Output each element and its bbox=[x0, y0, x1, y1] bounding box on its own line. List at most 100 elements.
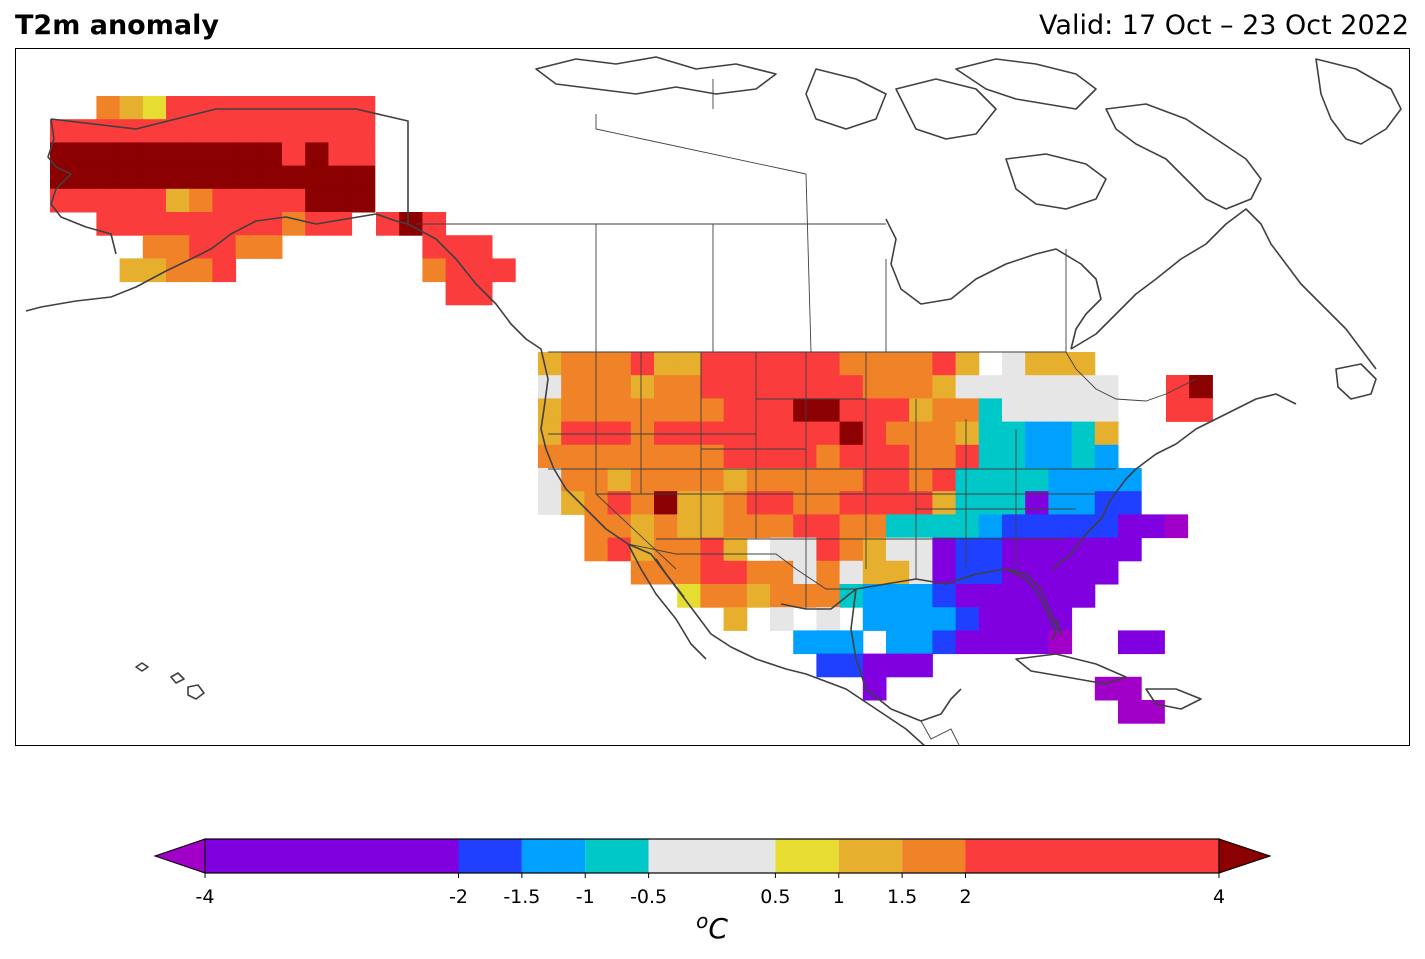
anomaly-cell bbox=[793, 398, 817, 423]
anomaly-cell bbox=[839, 468, 864, 492]
anomaly-cell bbox=[978, 607, 1003, 631]
anomaly-cell bbox=[909, 653, 933, 678]
anomaly-cell bbox=[119, 119, 144, 143]
anomaly-cell bbox=[700, 398, 725, 423]
anomaly-cell bbox=[305, 188, 329, 213]
anomaly-cell bbox=[1048, 444, 1073, 469]
anomaly-cell bbox=[932, 421, 957, 446]
anomaly-cell bbox=[607, 375, 632, 399]
unit-superscript: o bbox=[696, 909, 708, 933]
anomaly-cell bbox=[166, 96, 190, 120]
anomaly-cell bbox=[1002, 514, 1026, 539]
anomaly-cell bbox=[932, 607, 957, 631]
anomaly-cell bbox=[538, 491, 562, 515]
anomaly-cell bbox=[700, 444, 725, 469]
anomaly-cell bbox=[723, 584, 748, 608]
anomaly-cell bbox=[978, 514, 1003, 539]
anomaly-cell bbox=[258, 235, 283, 259]
anomaly-cell bbox=[468, 258, 493, 283]
anomaly-grid bbox=[50, 96, 1213, 724]
anomaly-cell bbox=[839, 560, 864, 585]
anomaly-cell bbox=[1048, 421, 1073, 446]
colorbar-block bbox=[585, 839, 649, 873]
anomaly-cell bbox=[1025, 375, 1049, 399]
anomaly-cell bbox=[142, 165, 167, 190]
anomaly-cell bbox=[746, 421, 771, 446]
anomaly-cell bbox=[723, 537, 748, 562]
colorbar-tick-label: -1 bbox=[576, 886, 595, 908]
anomaly-cell bbox=[1071, 584, 1096, 608]
anomaly-cell bbox=[654, 514, 678, 539]
anomaly-cell bbox=[654, 352, 678, 376]
anomaly-cell bbox=[886, 560, 910, 585]
anomaly-cell bbox=[746, 584, 771, 608]
anomaly-cell bbox=[282, 119, 306, 143]
anomaly-cell bbox=[119, 96, 144, 120]
anomaly-cell bbox=[235, 165, 260, 190]
colorbar-block bbox=[521, 839, 586, 873]
anomaly-cell bbox=[770, 607, 794, 631]
anomaly-cell bbox=[839, 375, 864, 399]
anomaly-cell bbox=[1189, 375, 1213, 399]
anomaly-cell bbox=[886, 468, 910, 492]
anomaly-cell bbox=[700, 560, 725, 585]
anomaly-cell bbox=[166, 235, 190, 259]
anomaly-cell bbox=[700, 584, 725, 608]
anomaly-cell bbox=[1164, 514, 1189, 539]
anomaly-cell bbox=[909, 352, 933, 376]
colorbar-block bbox=[775, 839, 839, 873]
anomaly-cell bbox=[932, 584, 957, 608]
anomaly-cell bbox=[1071, 352, 1096, 376]
anomaly-cell bbox=[723, 514, 748, 539]
anomaly-cell bbox=[770, 398, 794, 423]
anomaly-cell bbox=[770, 375, 794, 399]
anomaly-cell bbox=[1071, 444, 1096, 469]
anomaly-cell bbox=[816, 653, 841, 678]
anomaly-cell bbox=[886, 607, 910, 631]
anomaly-cell bbox=[212, 235, 237, 259]
anomaly-cell bbox=[770, 584, 794, 608]
anomaly-cell bbox=[1002, 630, 1026, 655]
anomaly-cell bbox=[607, 352, 632, 376]
anomaly-cell bbox=[630, 352, 655, 376]
anomaly-cell bbox=[584, 514, 609, 539]
anomaly-cell bbox=[142, 212, 167, 236]
anomaly-cell bbox=[561, 375, 585, 399]
anomaly-cell bbox=[770, 421, 794, 446]
anomaly-cell bbox=[1002, 421, 1026, 446]
anomaly-cell bbox=[932, 375, 957, 399]
anomaly-cell bbox=[677, 584, 701, 608]
anomaly-cell bbox=[770, 468, 794, 492]
anomaly-cell bbox=[351, 142, 376, 167]
anomaly-cell bbox=[1071, 398, 1096, 423]
anomaly-cell bbox=[235, 96, 260, 120]
anomaly-cell bbox=[746, 560, 771, 585]
anomaly-cell bbox=[909, 537, 933, 562]
anomaly-cell bbox=[607, 537, 632, 562]
anomaly-cell bbox=[119, 258, 144, 283]
anomaly-cell bbox=[282, 165, 306, 190]
anomaly-cell bbox=[305, 96, 329, 120]
anomaly-cell bbox=[932, 352, 957, 376]
anomaly-cell bbox=[189, 258, 213, 283]
anomaly-cell bbox=[561, 444, 585, 469]
anomaly-cell bbox=[235, 142, 260, 167]
anomaly-cell bbox=[630, 398, 655, 423]
colorbar-unit-label: oC bbox=[696, 909, 728, 945]
anomaly-cell bbox=[816, 444, 841, 469]
anomaly-cell bbox=[746, 491, 771, 515]
anomaly-cell bbox=[677, 468, 701, 492]
colorbar-tick-label: 1 bbox=[833, 886, 845, 908]
anomaly-cell bbox=[955, 584, 980, 608]
valid-date-label: Valid: 17 Oct – 23 Oct 2022 bbox=[1039, 10, 1409, 41]
anomaly-cell bbox=[1118, 537, 1142, 562]
anomaly-cell bbox=[212, 165, 237, 190]
anomaly-cell bbox=[351, 96, 376, 120]
unit-letter: C bbox=[708, 912, 728, 945]
anomaly-cell bbox=[723, 468, 748, 492]
anomaly-cell bbox=[978, 444, 1003, 469]
anomaly-cell bbox=[1025, 352, 1049, 376]
anomaly-cell bbox=[1002, 468, 1026, 492]
anomaly-cell bbox=[1002, 607, 1026, 631]
colorbar-block bbox=[458, 839, 522, 873]
